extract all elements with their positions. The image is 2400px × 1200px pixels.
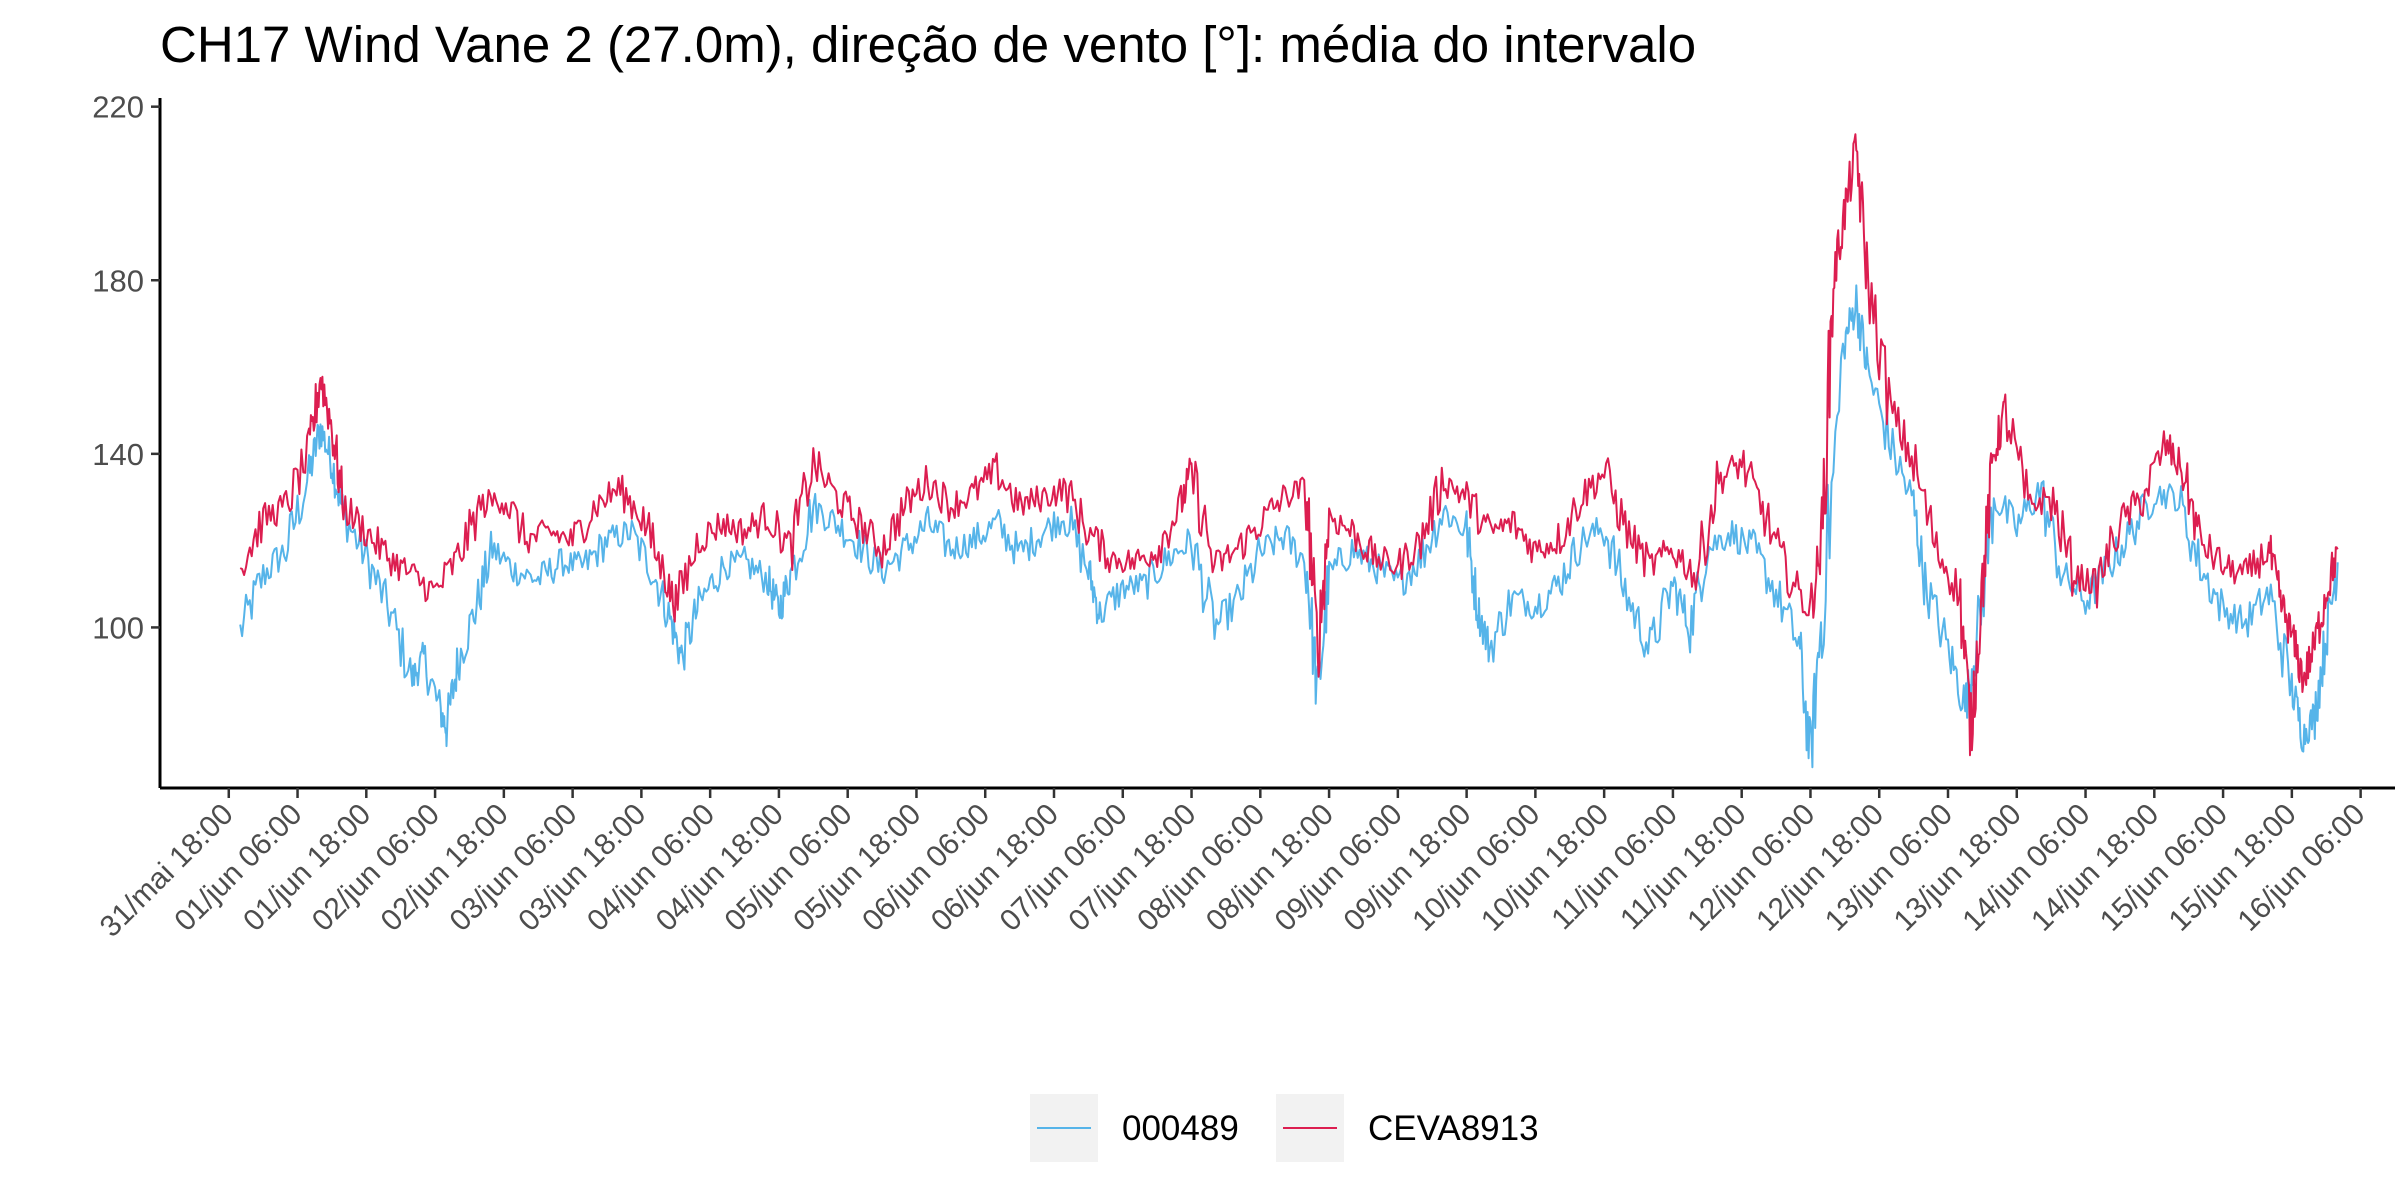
y-tick-label: 100: [92, 610, 144, 645]
y-tick-label: 180: [92, 263, 144, 298]
series-line-2: [239, 133, 2339, 757]
chart-title: CH17 Wind Vane 2 (27.0m), direção de ven…: [160, 16, 1696, 73]
legend-label-1: 000489: [1122, 1109, 1239, 1148]
y-tick-label: 140: [92, 437, 144, 472]
plot-series: [239, 133, 2339, 769]
legend: 000489 CEVA8913: [1030, 1094, 1539, 1162]
y-tick-label: 220: [92, 90, 144, 125]
y-axis: 100 140 180 220: [92, 90, 162, 788]
legend-label-2: CEVA8913: [1368, 1109, 1539, 1148]
